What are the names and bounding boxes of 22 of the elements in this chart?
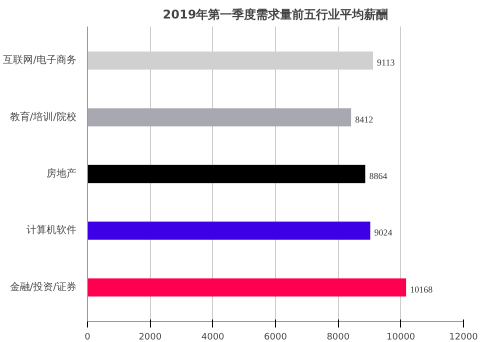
bar bbox=[88, 108, 352, 126]
x-tick-label: 12000 bbox=[449, 332, 478, 342]
x-tick-label: 4000 bbox=[201, 332, 225, 342]
data-label: 9113 bbox=[377, 58, 396, 68]
x-tick-label: 2000 bbox=[138, 332, 162, 342]
data-label: 10168 bbox=[410, 284, 434, 294]
bar bbox=[88, 222, 370, 240]
data-label: 8864 bbox=[369, 171, 388, 181]
bar bbox=[88, 278, 406, 297]
x-tick-label: 8000 bbox=[326, 332, 350, 342]
bar bbox=[88, 164, 366, 184]
chart-title: 2019年第一季度需求量前五行业平均薪酬 bbox=[162, 8, 388, 22]
x-tick-label: 10000 bbox=[386, 332, 416, 342]
data-label: 8412 bbox=[355, 114, 374, 124]
y-tick-label: 房地产 bbox=[46, 168, 76, 180]
x-tick-label: 0 bbox=[84, 332, 91, 342]
y-tick-label: 计算机软件 bbox=[26, 224, 76, 236]
data-label: 9024 bbox=[374, 228, 393, 238]
y-tick-label: 互联网/电子商务 bbox=[3, 54, 77, 66]
y-tick-label: 金融/投资/证券 bbox=[10, 280, 77, 293]
y-tick-label: 教育/培训/院校 bbox=[10, 110, 77, 123]
x-tick-label: 6000 bbox=[264, 332, 288, 342]
